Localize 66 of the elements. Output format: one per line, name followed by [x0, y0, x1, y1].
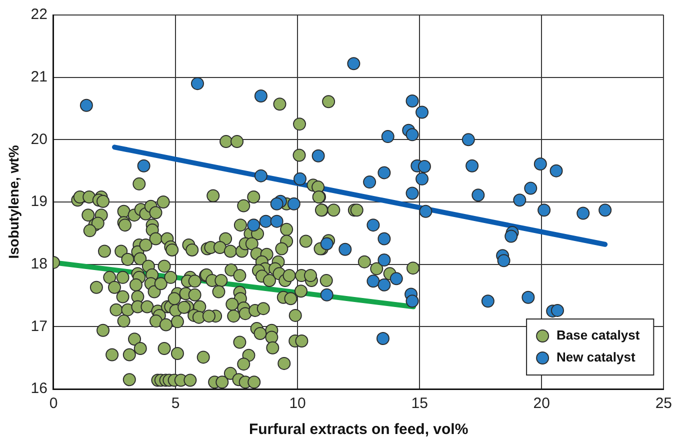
point: [416, 106, 429, 119]
point: [406, 128, 419, 142]
point: [270, 214, 284, 228]
point: [247, 218, 260, 232]
point: [550, 164, 563, 178]
x-tick-label: 20: [533, 395, 550, 412]
point: [320, 288, 334, 302]
point: [466, 159, 479, 172]
y-tick-label: 16: [30, 380, 48, 398]
point: [576, 206, 590, 220]
x-tick-label: 5: [171, 395, 180, 412]
point: [287, 197, 300, 210]
point: [338, 242, 352, 256]
point: [419, 204, 432, 218]
legend-label: Base catalyst: [556, 328, 640, 343]
point: [293, 172, 306, 186]
point: [378, 232, 391, 246]
x-tick-label: 0: [49, 395, 58, 412]
y-tick-label: 21: [30, 68, 48, 86]
point: [259, 214, 272, 228]
point: [522, 290, 535, 304]
x-tick-label: 10: [289, 395, 306, 412]
point: [390, 272, 403, 286]
x-tick-label: 25: [655, 395, 672, 412]
x-axis-title: Furfural extracts on feed, vol%: [248, 421, 468, 438]
point: [254, 90, 268, 103]
y-tick-label: 20: [30, 130, 48, 148]
y-tick-label: 19: [30, 193, 48, 210]
point: [312, 149, 325, 162]
point: [550, 304, 564, 317]
point: [366, 274, 380, 288]
point: [538, 204, 551, 217]
point: [376, 332, 390, 346]
point: [472, 188, 485, 202]
point: [524, 182, 538, 195]
point: [598, 204, 612, 217]
point: [381, 130, 394, 144]
point: [513, 194, 526, 207]
point: [347, 57, 360, 70]
point: [504, 230, 518, 243]
point: [481, 294, 494, 308]
point: [406, 294, 419, 308]
point: [363, 176, 376, 189]
point: [416, 172, 429, 186]
point: [80, 98, 93, 112]
y-tick-label: 22: [30, 6, 48, 24]
point: [378, 166, 391, 180]
point: [534, 157, 547, 170]
point: [270, 197, 284, 210]
point: [378, 278, 391, 292]
point: [320, 237, 334, 250]
point: [254, 169, 268, 182]
legend-label: New catalyst: [556, 350, 636, 365]
point: [378, 253, 391, 266]
point: [366, 218, 380, 232]
x-tick-label: 15: [411, 395, 428, 412]
point: [406, 186, 419, 200]
point: [418, 160, 431, 173]
y-tick-label: 18: [30, 255, 48, 272]
point: [497, 254, 510, 268]
y-tick-label: 17: [30, 318, 48, 335]
point: [190, 77, 204, 90]
y-axis-title: Isobutylene, wt%: [5, 144, 22, 259]
point: [462, 133, 475, 146]
point: [137, 159, 150, 172]
point: [406, 94, 419, 108]
